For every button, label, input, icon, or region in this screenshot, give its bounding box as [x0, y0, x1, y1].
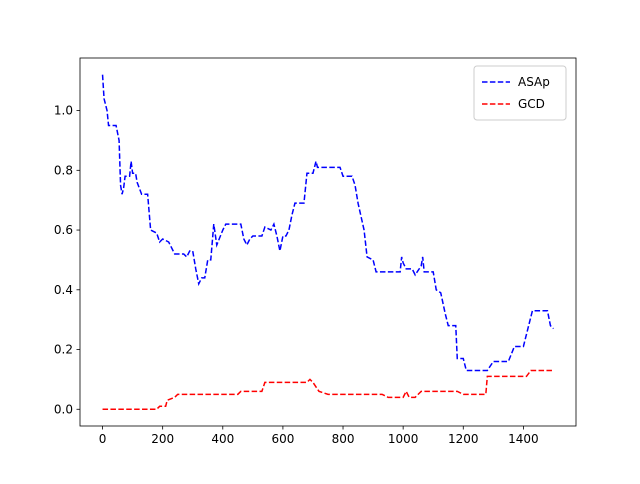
legend-label: ASAp — [518, 75, 550, 89]
y-tick-label: 1.0 — [54, 104, 73, 118]
y-tick-label: 0.0 — [54, 402, 73, 416]
x-tick-label: 0 — [99, 432, 107, 446]
legend: ASAp GCD — [473, 65, 567, 121]
axes-frame — [79, 57, 577, 427]
y-tick-label: 0.8 — [54, 163, 73, 177]
x-tick-label: 1400 — [508, 432, 539, 446]
x-tick-label: 800 — [332, 432, 355, 446]
y-tick-label: 0.6 — [54, 223, 73, 237]
legend-box — [473, 65, 567, 121]
x-tick-label: 1200 — [448, 432, 479, 446]
y-tick-label: 0.2 — [54, 343, 73, 357]
x-tick-label: 200 — [151, 432, 174, 446]
x-tick-label: 1000 — [388, 432, 419, 446]
y-tick-label: 0.4 — [54, 283, 73, 297]
line-series — [102, 369, 554, 411]
legend-label: GCD — [518, 97, 545, 111]
line-series — [101, 74, 554, 372]
x-tick-label: 600 — [271, 432, 294, 446]
x-tick-label: 400 — [211, 432, 234, 446]
